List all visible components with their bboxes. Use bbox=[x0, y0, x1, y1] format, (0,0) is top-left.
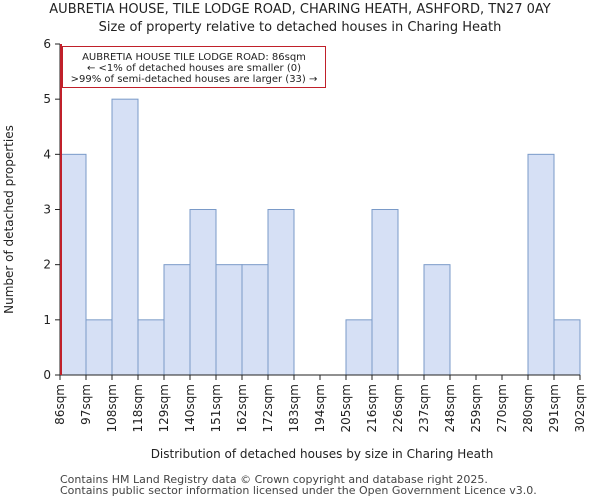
x-tick-label: 108sqm bbox=[105, 384, 119, 432]
y-tick-label: 5 bbox=[43, 92, 51, 106]
y-tick-label: 0 bbox=[43, 368, 51, 382]
bar bbox=[215, 264, 243, 376]
bar bbox=[423, 264, 451, 376]
x-tick-label: 205sqm bbox=[339, 384, 353, 432]
y-tick-label: 6 bbox=[43, 37, 51, 51]
x-tick-label: 270sqm bbox=[495, 384, 509, 432]
bar bbox=[553, 319, 581, 376]
bar bbox=[371, 209, 399, 376]
x-tick-label: 172sqm bbox=[261, 384, 275, 432]
x-tick-label: 216sqm bbox=[365, 384, 379, 432]
x-tick-label: 237sqm bbox=[417, 384, 431, 432]
bar bbox=[85, 319, 113, 376]
bar bbox=[59, 153, 87, 376]
x-tick-label: 183sqm bbox=[287, 384, 301, 432]
x-tick-label: 226sqm bbox=[391, 384, 405, 432]
x-tick-label: 118sqm bbox=[131, 384, 145, 432]
annotation-line-larger: >99% of semi-detached houses are larger … bbox=[70, 74, 318, 85]
x-tick-label: 129sqm bbox=[157, 384, 171, 432]
x-tick-label: 291sqm bbox=[547, 384, 561, 432]
bar bbox=[137, 319, 165, 376]
y-tick-label: 1 bbox=[43, 313, 51, 327]
x-tick-label: 194sqm bbox=[313, 384, 327, 432]
y-tick-label: 2 bbox=[43, 258, 51, 272]
x-tick-label: 97sqm bbox=[79, 384, 93, 425]
bar bbox=[163, 264, 191, 376]
y-tick-label: 4 bbox=[43, 147, 51, 161]
annotation-line-property: AUBRETIA HOUSE TILE LODGE ROAD: 86sqm bbox=[82, 52, 306, 63]
x-tick-label: 302sqm bbox=[573, 384, 587, 432]
bar bbox=[241, 264, 269, 376]
x-tick-label: 140sqm bbox=[183, 384, 197, 432]
footer-copyright: Contains HM Land Registry data © Crown c… bbox=[60, 473, 488, 486]
footer-licence: Contains public sector information licen… bbox=[60, 484, 537, 497]
x-axis-label: Distribution of detached houses by size … bbox=[151, 447, 494, 461]
x-tick-label: 162sqm bbox=[235, 384, 249, 432]
bar bbox=[111, 98, 139, 376]
y-tick-label: 3 bbox=[43, 203, 51, 217]
x-tick-label: 259sqm bbox=[469, 384, 483, 432]
x-tick-label: 280sqm bbox=[521, 384, 535, 432]
x-tick-label: 151sqm bbox=[209, 384, 223, 432]
chart-subtitle: Size of property relative to detached ho… bbox=[98, 20, 502, 35]
chart-title-address: AUBRETIA HOUSE, TILE LODGE ROAD, CHARING… bbox=[49, 2, 551, 17]
annotation-line-smaller: ← <1% of detached houses are smaller (0) bbox=[87, 63, 301, 74]
x-tick-label: 248sqm bbox=[443, 384, 457, 432]
bar bbox=[267, 209, 295, 376]
annotation-box: AUBRETIA HOUSE TILE LODGE ROAD: 86sqm ← … bbox=[62, 46, 326, 88]
y-axis-label: Number of detached properties bbox=[2, 125, 16, 314]
bar bbox=[189, 209, 217, 376]
bar bbox=[345, 319, 373, 376]
bar bbox=[527, 153, 555, 376]
x-tick-label: 86sqm bbox=[53, 384, 67, 425]
